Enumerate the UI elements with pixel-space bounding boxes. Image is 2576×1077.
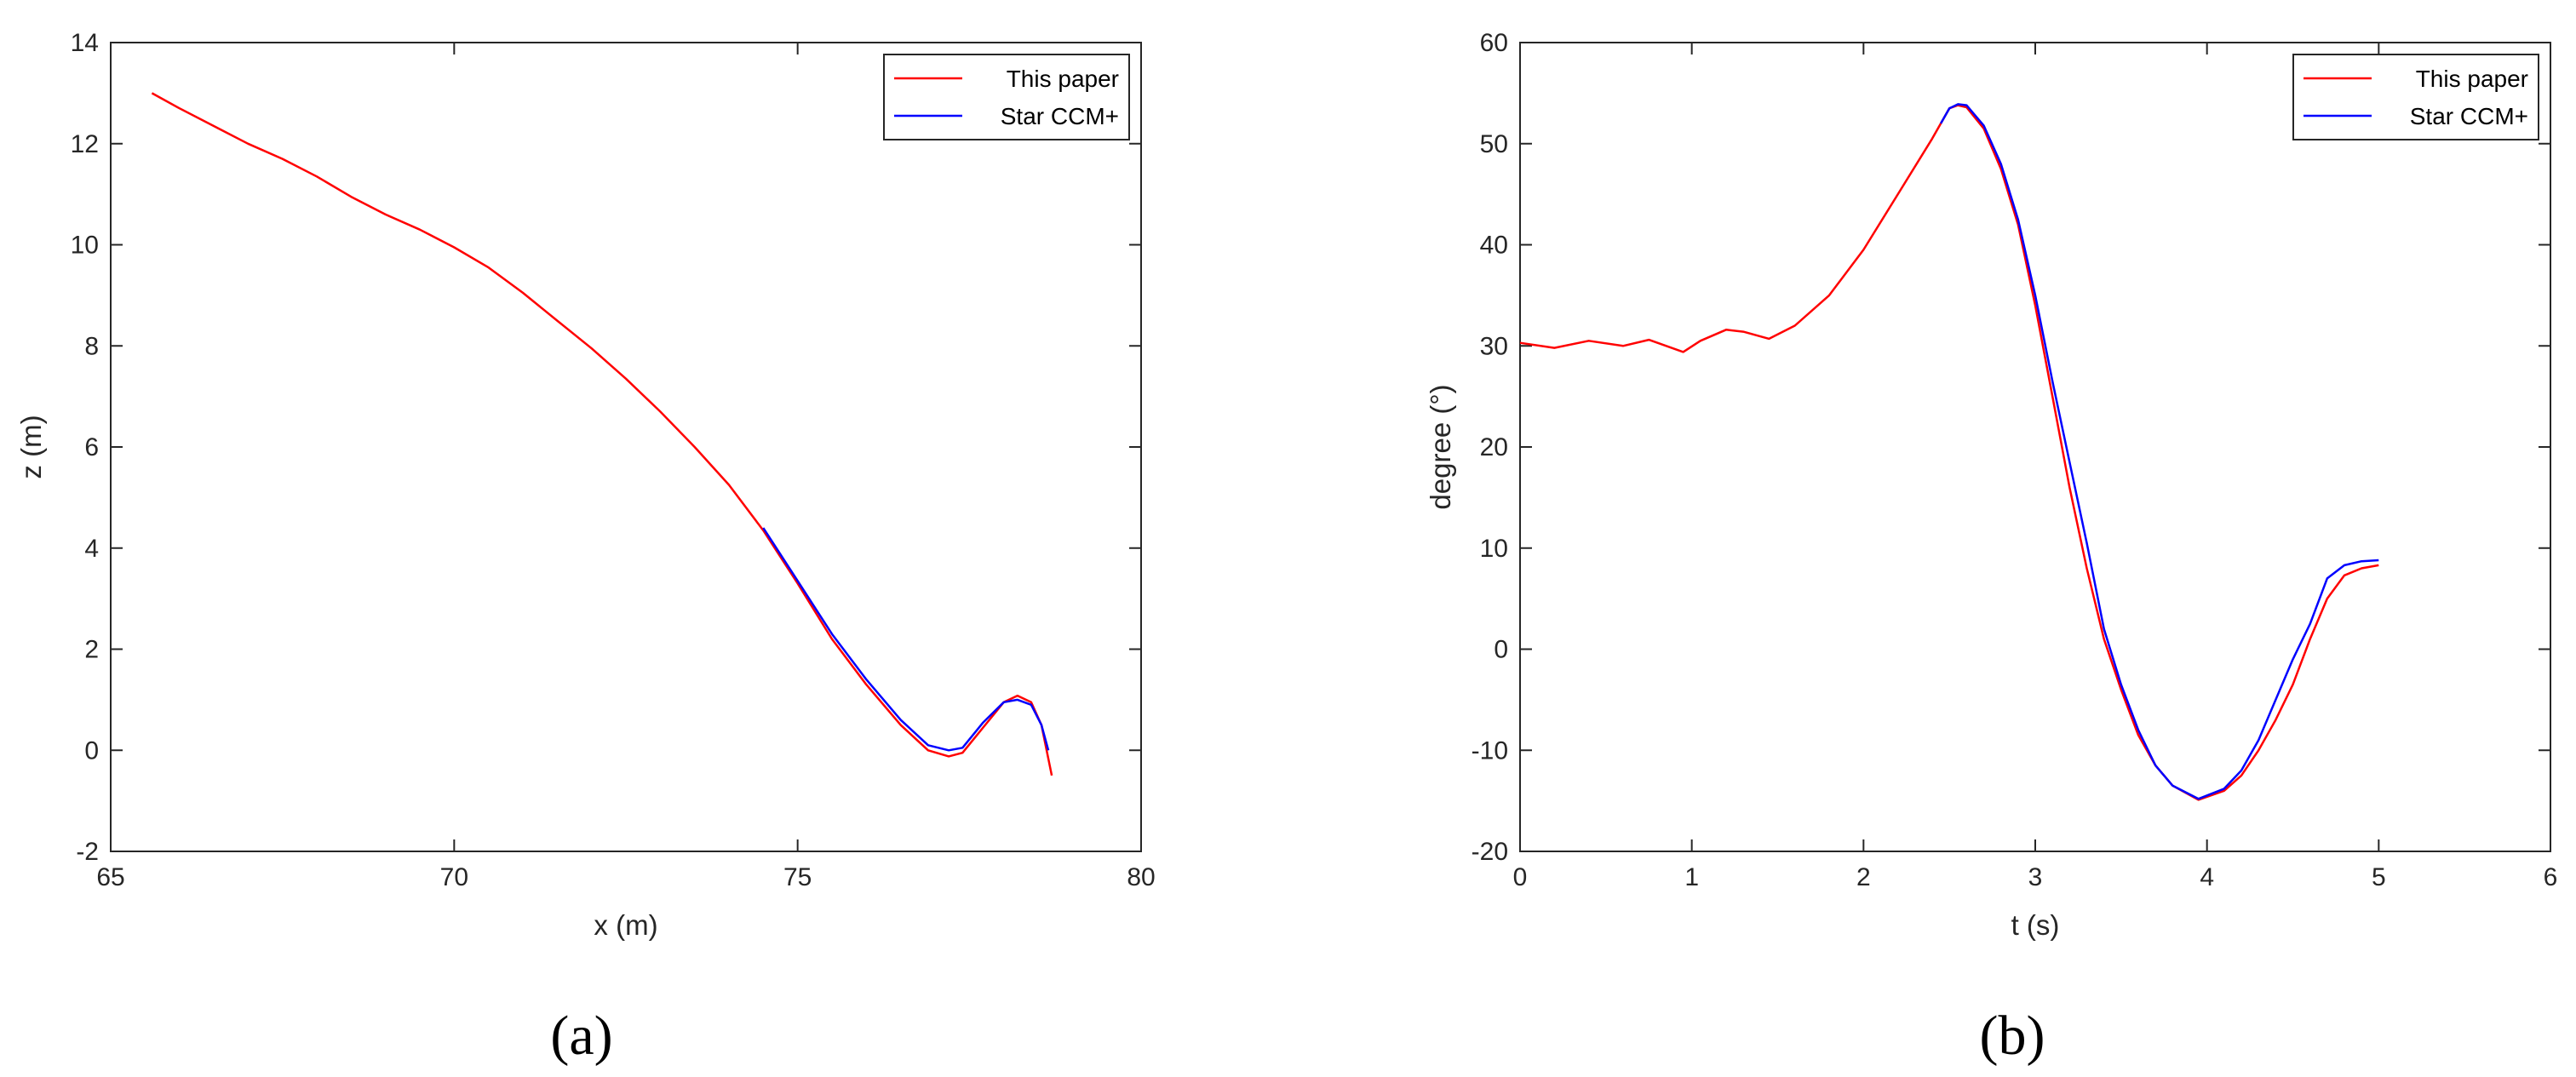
legend-label: This paper (1007, 66, 1119, 92)
plot-area (110, 42, 1142, 852)
chart-panel-b: 0 1 2 3 4 5 6 -20 -10 0 10 20 30 40 50 60 t (s) degree (°… (1425, 29, 2557, 941)
y-tick-label: 2 (84, 636, 99, 664)
legend-label: Star CCM+ (2410, 103, 2528, 129)
x-tick-label: 0 (1513, 863, 1528, 891)
caption-a: (a) (550, 1005, 612, 1067)
y-tick-label: 0 (84, 736, 99, 765)
y-tick-label: 14 (71, 29, 99, 57)
x-tick-label: 65 (96, 863, 124, 891)
y-tick-label: 10 (1480, 535, 1508, 563)
y-tick-label: 30 (1480, 332, 1508, 360)
legend: This paper Star CCM+ (2292, 54, 2539, 140)
y-tick-label: 4 (84, 535, 99, 563)
x-axis-label: x (m) (594, 909, 657, 941)
x-tick-label: 2 (1856, 863, 1871, 891)
legend: This paper Star CCM+ (883, 54, 1130, 140)
x-tick-label: 4 (2200, 863, 2214, 891)
y-tick-label: -2 (76, 838, 99, 866)
y-tick-label: 60 (1480, 29, 1508, 57)
y-tick-label: 50 (1480, 130, 1508, 158)
y-tick-label: -10 (1472, 736, 1508, 765)
y-tick-label: 12 (71, 130, 99, 158)
y-tick-label: -20 (1472, 838, 1508, 866)
y-axis-label: degree (°) (1425, 384, 1456, 509)
x-axis-label: t (s) (2011, 909, 2060, 941)
y-tick-label: 20 (1480, 433, 1508, 461)
y-tick-label: 40 (1480, 232, 1508, 260)
x-tick-label: 5 (2372, 863, 2386, 891)
legend-box (2292, 54, 2539, 140)
y-axis-label: z (m) (15, 415, 47, 478)
legend-label: Star CCM+ (1001, 103, 1119, 129)
x-tick-label: 3 (2028, 863, 2043, 891)
y-tick-label: 6 (84, 433, 99, 461)
y-tick-label: 8 (84, 332, 99, 360)
legend-box (883, 54, 1130, 140)
x-tick-label: 75 (783, 863, 812, 891)
y-tick-label: 0 (1494, 636, 1508, 664)
x-tick-label: 80 (1127, 863, 1155, 891)
x-tick-label: 70 (440, 863, 468, 891)
series-line-this-paper (151, 92, 1053, 776)
x-tick-label: 6 (2544, 863, 2558, 891)
series-line-star-ccm (1940, 103, 2379, 800)
series-line-star-ccm (762, 527, 1050, 752)
plot-area (1519, 42, 2551, 852)
series-line-this-paper (1519, 104, 2379, 801)
legend-label: This paper (2416, 66, 2528, 92)
x-tick-label: 1 (1684, 863, 1699, 891)
y-tick-label: 10 (71, 232, 99, 260)
chart-panel-a: 65 70 75 80 -2 0 2 4 6 8 10 12 14 x (m) z (m) This pape… (15, 29, 1156, 941)
caption-b: (b) (1980, 1005, 2045, 1067)
